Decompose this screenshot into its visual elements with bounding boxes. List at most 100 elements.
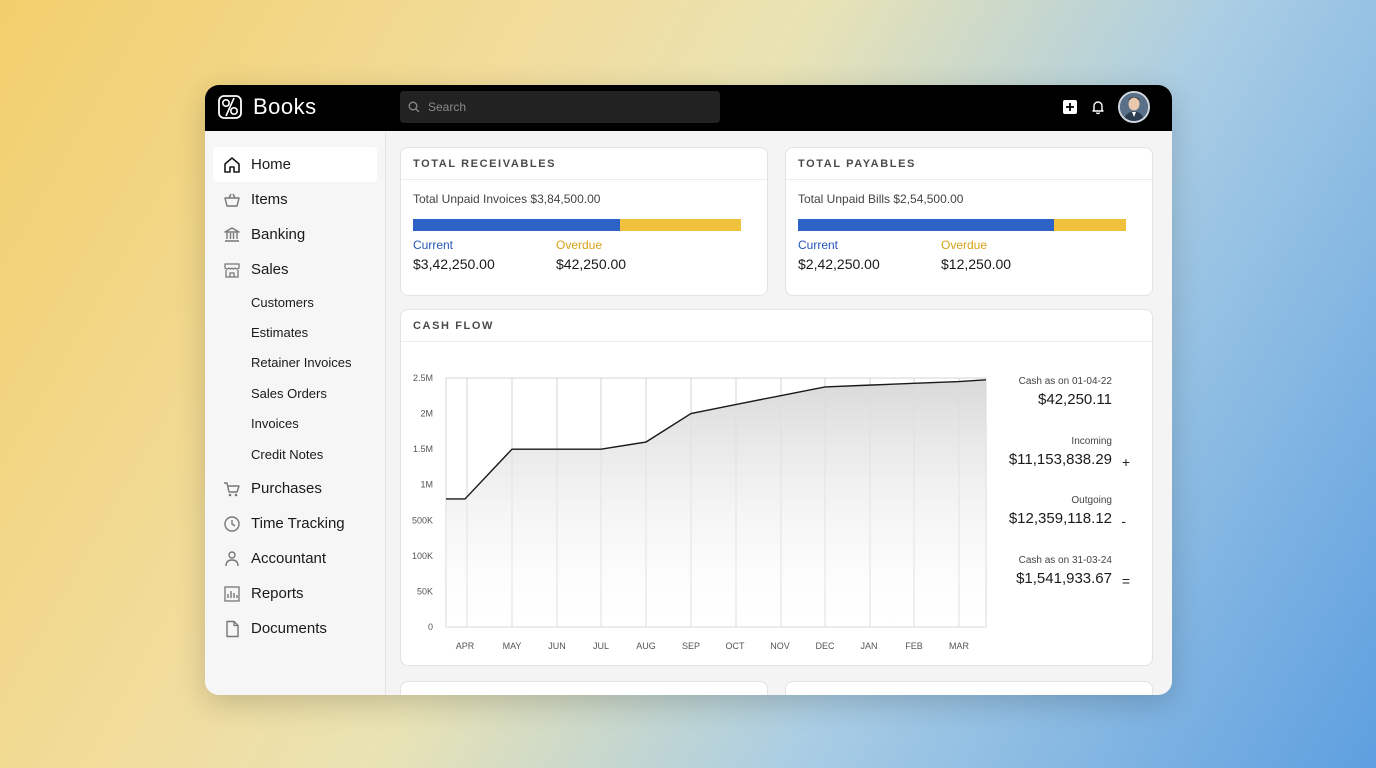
document-icon: [226, 620, 239, 638]
y-tick-label: 50K: [417, 586, 433, 596]
top-actions: [1062, 91, 1150, 123]
outgoing-label: Outgoing: [1071, 495, 1112, 506]
clock-icon: [224, 516, 240, 532]
receivables-current-segment: [413, 219, 620, 231]
outgoing-value: $12,359,118.12: [1008, 510, 1112, 527]
sidebar-subitem-sales-orders[interactable]: Sales Orders: [251, 385, 327, 401]
x-tick-label: OCT: [726, 641, 746, 651]
overdue-value: $12,250.00: [941, 256, 1012, 272]
sidebar-item-items[interactable]: Items: [213, 182, 377, 217]
top-bar: Books: [205, 85, 1172, 131]
dashboard-content: TOTAL RECEIVABLES Total Unpaid Invoices …: [386, 131, 1172, 695]
sidebar: Home Items Banking Sales Customers: [205, 131, 386, 695]
app-window: Books: [205, 85, 1172, 695]
receivables-title: TOTAL RECEIVABLES: [401, 148, 767, 180]
sidebar-item-label: Items: [251, 191, 288, 208]
y-tick-label: 100K: [412, 551, 433, 561]
person-icon: [225, 551, 239, 566]
sidebar-item-reports[interactable]: Reports: [213, 576, 377, 611]
sales-submenu: Customers Estimates Retainer Invoices Sa…: [205, 287, 385, 469]
x-tick-label: APR: [456, 641, 475, 651]
overdue-value: $42,250.00: [556, 256, 627, 272]
y-tick-label: 2.5M: [413, 373, 433, 383]
y-tick-label: 1M: [420, 480, 433, 490]
notifications-button[interactable]: [1090, 99, 1106, 115]
y-tick-label: 2M: [420, 409, 433, 419]
payables-overdue[interactable]: Overdue $12,250.00: [941, 238, 1011, 272]
search-input[interactable]: [428, 100, 708, 114]
add-new-button[interactable]: [1062, 99, 1078, 115]
sidebar-item-label: Sales: [251, 261, 289, 278]
bar-chart-icon: [224, 586, 240, 602]
x-tick-label: FEB: [905, 641, 923, 651]
sidebar-item-accountant[interactable]: Accountant: [213, 541, 377, 576]
receivables-overdue[interactable]: Overdue $42,250.00: [556, 238, 626, 272]
equals-operator: =: [1121, 573, 1130, 589]
search-box[interactable]: [400, 91, 720, 123]
y-tick-label: 0: [428, 622, 433, 632]
receivables-progress-bar: [413, 219, 741, 231]
y-tick-label: 1.5M: [413, 444, 433, 454]
user-avatar[interactable]: [1118, 91, 1150, 123]
payables-current-segment: [798, 219, 1054, 231]
sidebar-item-purchases[interactable]: Purchases: [213, 471, 377, 506]
cash-flow-area: [446, 379, 986, 627]
books-logo-icon: [218, 95, 242, 119]
plus-square-icon: [1063, 100, 1077, 114]
current-value: $2,42,250.00: [798, 256, 880, 272]
sidebar-subitem-customers[interactable]: Customers: [251, 294, 314, 310]
receivables-current[interactable]: Current $3,42,250.00: [413, 238, 495, 272]
cash-flow-title: CASH FLOW: [401, 310, 1152, 342]
overdue-label: Overdue: [941, 238, 988, 252]
sidebar-item-sales[interactable]: Sales: [213, 252, 377, 287]
closing-balance: Cash as on 31-03-24 $1,541,933.67: [1016, 555, 1112, 587]
payables-card: TOTAL PAYABLES Total Unpaid Bills $2,54,…: [785, 147, 1153, 296]
sidebar-item-time-tracking[interactable]: Time Tracking: [213, 506, 377, 541]
sidebar-item-label: Home: [251, 156, 292, 173]
x-tick-label: JUL: [593, 641, 609, 651]
y-tick-label: 500K: [412, 515, 433, 525]
sidebar-subitem-retainer-invoices[interactable]: Retainer Invoices: [251, 355, 352, 371]
closing-label: Cash as on 31-03-24: [1018, 555, 1112, 566]
sidebar-subitem-estimates[interactable]: Estimates: [251, 325, 309, 341]
search-icon: [408, 101, 420, 113]
cash-flow-card: CASH FLOW 0 50K 100K 500K 1M 1.5M 2M 2.5M APR MAY…: [400, 309, 1153, 666]
app-name: Books: [253, 94, 317, 119]
overdue-label: Overdue: [556, 238, 603, 252]
x-tick-label: NOV: [770, 641, 790, 651]
plus-operator: +: [1121, 454, 1130, 470]
basket-icon: [224, 193, 240, 207]
payables-overdue-segment: [1053, 219, 1126, 231]
opening-label: Cash as on 01-04-22: [1018, 376, 1112, 387]
sidebar-item-home[interactable]: Home: [213, 147, 377, 182]
x-tick-label: MAR: [949, 641, 970, 651]
outgoing-summary: Outgoing $12,359,118.12: [1009, 495, 1112, 527]
sidebar-subitem-credit-notes[interactable]: Credit Notes: [251, 446, 324, 462]
receivables-card: TOTAL RECEIVABLES Total Unpaid Invoices …: [400, 147, 768, 296]
sidebar-item-label: Reports: [251, 585, 304, 603]
incoming-value: $11,153,838.29: [1008, 451, 1112, 468]
brand[interactable]: Books: [217, 94, 317, 120]
closing-value: $1,541,933.67: [1016, 570, 1112, 587]
minus-operator: -: [1121, 513, 1126, 529]
payables-current[interactable]: Current $2,42,250.00: [798, 238, 880, 272]
sidebar-subitem-invoices[interactable]: Invoices: [251, 416, 299, 432]
x-tick-label: JUN: [548, 641, 566, 651]
sidebar-item-label: Documents: [251, 620, 327, 638]
current-label: Current: [798, 238, 839, 252]
bell-icon: [1092, 101, 1104, 115]
cash-flow-chart: 0 50K 100K 500K 1M 1.5M 2M 2.5M APR MAY JUN JUL AUG S…: [412, 373, 987, 651]
sidebar-item-documents[interactable]: Documents: [213, 611, 377, 646]
sidebar-item-banking[interactable]: Banking: [213, 217, 377, 252]
bank-icon: [224, 226, 240, 242]
incoming-summary: Incoming $11,153,838.29: [1009, 436, 1112, 468]
cash-flow-line: [446, 379, 987, 500]
incoming-label: Incoming: [1071, 436, 1112, 447]
home-icon: [224, 156, 240, 173]
sidebar-item-label: Time Tracking: [251, 515, 345, 533]
receivables-overdue-segment: [619, 219, 741, 231]
payables-title: TOTAL PAYABLES: [786, 148, 1152, 180]
x-tick-label: JAN: [860, 641, 877, 651]
sidebar-item-label: Purchases: [251, 480, 322, 498]
x-tick-label: SEP: [682, 641, 700, 651]
